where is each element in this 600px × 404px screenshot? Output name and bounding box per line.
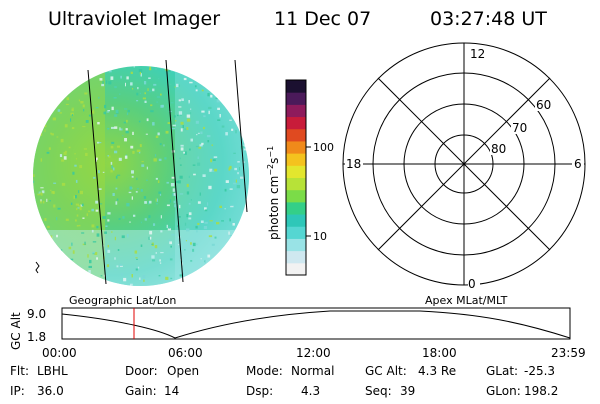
- colorbar-cell: [286, 214, 306, 227]
- colorbar-cell: [286, 165, 306, 178]
- header-date: 11 Dec 07: [274, 8, 371, 30]
- altitude-xtick-0: 00:00: [42, 346, 77, 360]
- colorbar-label: photon cm−2s−1: [266, 146, 281, 240]
- colorbar-cell: [286, 153, 306, 166]
- info-dsp-label: Dsp:: [246, 384, 273, 398]
- info-dsp-value: 4.3: [301, 384, 320, 398]
- colorbar-cell: [286, 140, 306, 154]
- altitude-ytick-top: 9.0: [27, 307, 46, 321]
- longitude-line: [234, 59, 248, 213]
- colorbar-cell: [286, 92, 306, 105]
- colorbar-cell: [286, 80, 306, 93]
- colorbar-tick-label-10: 10: [313, 230, 327, 243]
- uv-image: [33, 59, 249, 286]
- altitude-curve: [61, 310, 571, 339]
- colorbar-cell: [286, 238, 306, 252]
- mlat-label-60: 60: [536, 98, 551, 112]
- colorbar-cell: [286, 104, 306, 118]
- colorbar-cell: [286, 177, 306, 191]
- geographic-label: Geographic Lat/Lon: [69, 294, 176, 307]
- longitude-line: [165, 59, 184, 283]
- altitude-frame: [61, 307, 571, 340]
- colorbar-cell: [286, 189, 306, 203]
- header-time: 03:27:48 UT: [430, 8, 547, 30]
- colorbar-cell: [286, 226, 306, 239]
- colorbar-cell: [286, 128, 306, 142]
- mlt-label-midnight: 0: [468, 277, 476, 291]
- info-glat-value: -25.3: [524, 364, 555, 378]
- mlt-label-dusk: 18: [346, 157, 361, 171]
- colorbar-cell: [286, 262, 306, 276]
- polar-plot: [342, 42, 586, 286]
- info-gain-label: Gain:: [125, 384, 157, 398]
- info-door-label: Door:: [125, 364, 158, 378]
- altitude-ytick-bottom: 1.8: [27, 330, 46, 344]
- altitude-xtick-3: 18:00: [422, 346, 457, 360]
- info-glon-value: 198.2: [524, 384, 558, 398]
- colorbar-cells: [286, 80, 306, 276]
- info-door-value: Open: [167, 364, 199, 378]
- altitude-xtick-4: 23:59: [551, 346, 586, 360]
- mlt-label-dawn: 6: [574, 157, 582, 171]
- info-seq-value: 39: [400, 384, 415, 398]
- info-seq-label: Seq:: [365, 384, 392, 398]
- colorbar-tick-label-100: 100: [313, 141, 334, 154]
- info-flt-label: Flt:: [10, 364, 29, 378]
- mlt-label-noon: 12: [470, 47, 485, 61]
- longitude-line: [87, 69, 107, 285]
- apex-label: Apex MLat/MLT: [425, 294, 508, 307]
- colorbar: 100 10 photon cm−2s−1: [266, 79, 334, 276]
- altitude-plot: GC Alt 9.0 1.8 00:00 06:00 12:00 18:00 2…: [9, 307, 586, 360]
- mlat-label-70: 70: [512, 121, 527, 135]
- limb-mark: [35, 261, 40, 274]
- info-ip-value: 36.0: [37, 384, 64, 398]
- colorbar-cell: [286, 116, 306, 130]
- polar-diagonal: [377, 77, 551, 251]
- header-title: Ultraviolet Imager: [48, 8, 220, 30]
- info-gain-value: 14: [164, 384, 179, 398]
- info-flt-value: LBHL: [37, 364, 68, 378]
- info-panel: Flt: LBHL Door: Open Mode: Normal GC Alt…: [10, 364, 558, 398]
- info-gcalt-label: GC Alt:: [365, 364, 407, 378]
- info-ip-label: IP:: [10, 384, 25, 398]
- info-mode-value: Normal: [291, 364, 334, 378]
- mlat-label-80: 80: [491, 142, 506, 156]
- colorbar-cell: [286, 250, 306, 264]
- info-gcalt-value: 4.3 Re: [418, 364, 456, 378]
- altitude-xtick-2: 12:00: [296, 346, 331, 360]
- polar-labels: 12 0 18 6 60 70 80: [345, 47, 584, 291]
- info-glon-label: GLon:: [486, 384, 521, 398]
- colorbar-frame: [285, 79, 307, 276]
- altitude-xtick-1: 06:00: [168, 346, 203, 360]
- info-glat-label: GLat:: [486, 364, 518, 378]
- colorbar-cell: [286, 201, 306, 215]
- altitude-ylabel: GC Alt: [9, 312, 23, 350]
- info-mode-label: Mode:: [246, 364, 283, 378]
